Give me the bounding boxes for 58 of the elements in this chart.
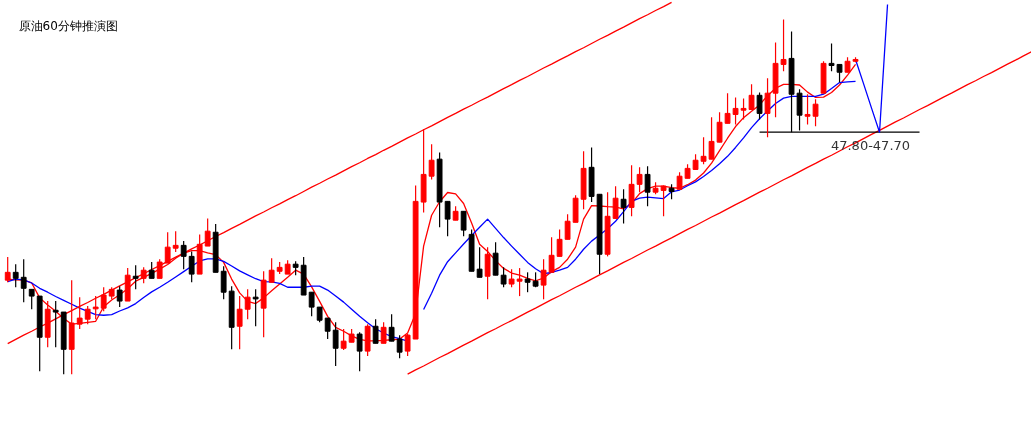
candlestick [164, 231, 171, 264]
candlestick [372, 318, 379, 344]
candlestick [516, 267, 523, 297]
candlestick [732, 96, 739, 125]
candlestick [460, 210, 467, 237]
candlestick [236, 295, 243, 350]
candlestick [564, 213, 571, 240]
candlestick [484, 246, 491, 300]
candlestick [428, 143, 435, 180]
candlestick [356, 331, 363, 372]
candlestick [508, 268, 515, 288]
candlestick [92, 295, 99, 320]
candlestick [492, 241, 499, 276]
candlestick [116, 285, 123, 308]
candlestick [620, 188, 627, 224]
candlestick [388, 313, 395, 342]
candlestick [100, 286, 107, 312]
candlestick [188, 250, 195, 283]
candlestick [476, 246, 483, 278]
candlestick [20, 258, 27, 303]
candlestick [524, 271, 531, 293]
candlestick [332, 321, 339, 367]
candlestick [156, 258, 163, 279]
candlestick [548, 236, 555, 273]
candlestick [700, 136, 707, 165]
candlestick [644, 165, 651, 207]
candlestick [740, 97, 747, 121]
candlestick [500, 266, 507, 288]
candlestick [132, 264, 139, 290]
candlestick [204, 217, 211, 247]
candlestick [764, 77, 771, 138]
candlestick [660, 184, 667, 217]
candlestick [756, 91, 763, 121]
candlestick [556, 228, 563, 257]
candlestick [716, 111, 723, 143]
candlestick [12, 263, 19, 288]
candlestick [612, 185, 619, 220]
candlestick [708, 116, 715, 160]
candlestick [268, 257, 275, 283]
candlestick [636, 166, 643, 193]
candlestick [724, 92, 731, 124]
candlestick [220, 265, 227, 300]
candlestick [324, 317, 331, 340]
candlestick [540, 258, 547, 300]
candlestick [628, 164, 635, 217]
candlestick [252, 288, 259, 327]
candlestick [84, 305, 91, 325]
candlestick [244, 288, 251, 320]
candlestick [444, 200, 451, 237]
candlestick [172, 230, 179, 253]
candlestick [180, 240, 187, 270]
candlestick [748, 83, 755, 111]
chart-title: 原油60分钟推演图 [18, 18, 118, 33]
candlestick [28, 288, 35, 310]
candlestick [396, 334, 403, 359]
candlestick [52, 300, 59, 348]
candlestick [76, 296, 83, 330]
candlestick [308, 291, 315, 317]
